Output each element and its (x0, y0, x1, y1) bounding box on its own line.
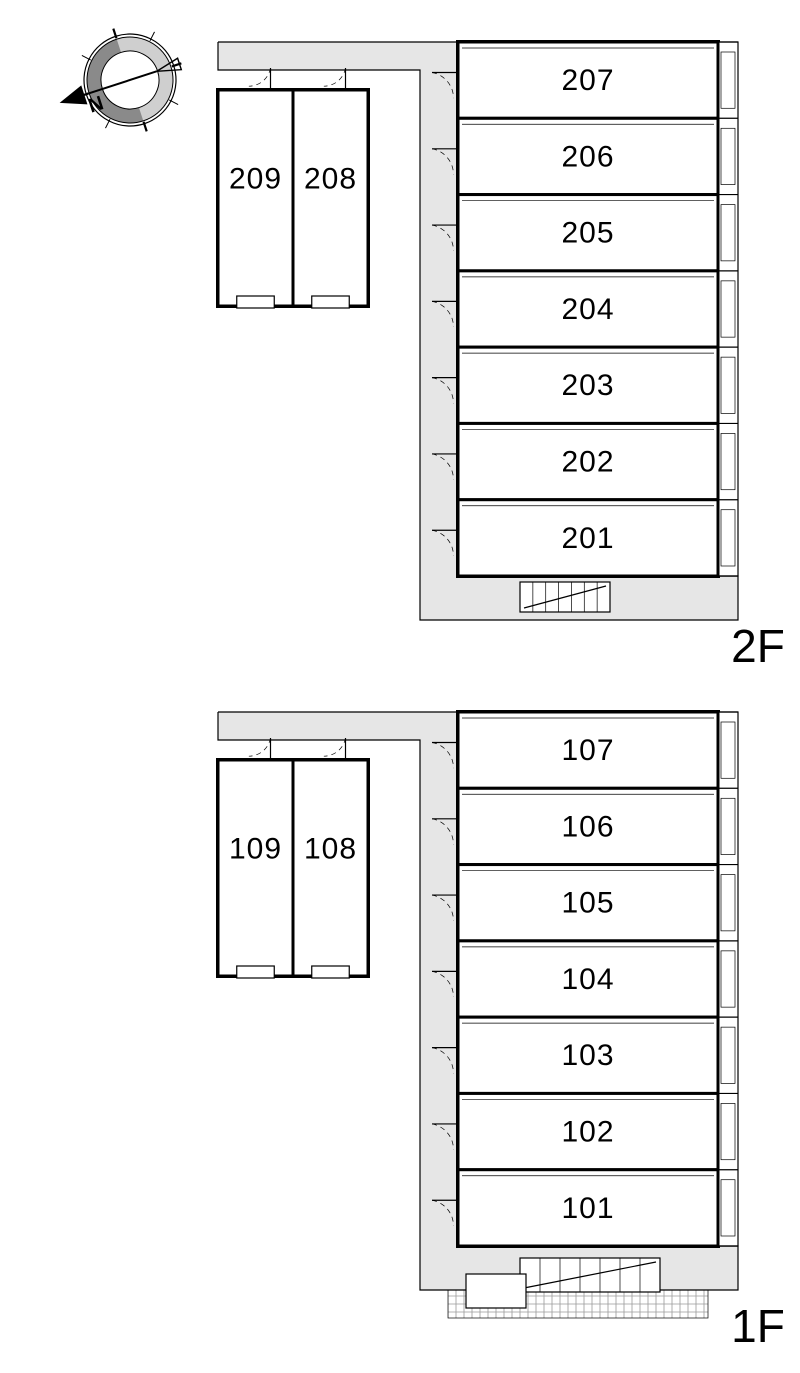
corridor-vertical (420, 712, 458, 1290)
unit-206: 206 (432, 118, 738, 194)
unit-label-103: 103 (561, 1039, 614, 1072)
stairs-icon (520, 1258, 660, 1292)
corridor-top-branch (218, 712, 458, 740)
unit-207: 207 (432, 42, 738, 118)
floor-1F: 107 106 105 104 103 102 101 109 108 1F (218, 712, 785, 1352)
unit-106: 106 (432, 788, 738, 864)
unit-label-207: 207 (561, 64, 614, 97)
unit-109 (218, 760, 293, 976)
unit-208 (293, 90, 368, 306)
corridor-top-branch (218, 42, 458, 70)
unit-label-206: 206 (561, 140, 614, 173)
unit-label-101: 101 (561, 1192, 614, 1225)
unit-103: 103 (432, 1017, 738, 1093)
unit-102: 102 (432, 1093, 738, 1169)
unit-108 (293, 760, 368, 976)
unit-202: 202 (432, 423, 738, 499)
side-block: 209 208 (218, 68, 368, 308)
unit-label-109: 109 (229, 833, 282, 866)
unit-label-107: 107 (561, 734, 614, 767)
unit-105: 105 (432, 865, 738, 941)
floor-label-2F: 2F (731, 620, 785, 672)
floor-label-1F: 1F (731, 1300, 785, 1352)
unit-label-202: 202 (561, 445, 614, 478)
unit-201: 201 (432, 500, 738, 576)
entrance-box (466, 1274, 526, 1308)
floor-2F: 207 206 205 204 203 202 201 209 208 2F (218, 42, 785, 672)
unit-label-102: 102 (561, 1115, 614, 1148)
unit-label-104: 104 (561, 963, 614, 996)
unit-label-209: 209 (229, 163, 282, 196)
unit-107: 107 (432, 712, 738, 788)
unit-label-205: 205 (561, 217, 614, 250)
side-block: 109 108 (218, 738, 368, 978)
unit-209 (218, 90, 293, 306)
unit-label-208: 208 (304, 163, 357, 196)
unit-label-204: 204 (561, 293, 614, 326)
corridor-vertical (420, 42, 458, 620)
unit-205: 205 (432, 195, 738, 271)
unit-label-201: 201 (561, 522, 614, 555)
unit-label-106: 106 (561, 810, 614, 843)
stairs-icon (520, 582, 610, 612)
unit-104: 104 (432, 941, 738, 1017)
unit-label-105: 105 (561, 887, 614, 920)
compass-icon: N (43, 12, 198, 154)
unit-label-203: 203 (561, 369, 614, 402)
unit-101: 101 (432, 1170, 738, 1246)
unit-203: 203 (432, 347, 738, 423)
unit-204: 204 (432, 271, 738, 347)
unit-label-108: 108 (304, 833, 357, 866)
